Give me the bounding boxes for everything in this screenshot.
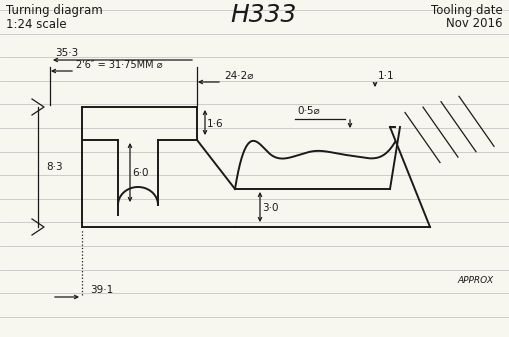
Text: 35·3: 35·3	[55, 48, 78, 58]
Text: 24·2⌀: 24·2⌀	[224, 71, 253, 81]
Text: 0·5⌀: 0·5⌀	[297, 106, 320, 116]
Text: Turning diagram: Turning diagram	[6, 4, 103, 17]
Text: APPROX: APPROX	[458, 276, 494, 285]
Text: H333: H333	[231, 3, 297, 27]
Text: Nov 2016: Nov 2016	[446, 17, 503, 30]
Text: 1:24 scale: 1:24 scale	[6, 18, 67, 31]
Text: 39·1: 39·1	[90, 285, 113, 295]
Text: 3·0: 3·0	[262, 203, 278, 213]
Text: 1·1: 1·1	[378, 71, 394, 81]
Text: 6·0: 6·0	[132, 168, 149, 178]
Text: 2'6″ = 31·75MM ⌀: 2'6″ = 31·75MM ⌀	[76, 60, 162, 70]
Text: Tooling date: Tooling date	[431, 4, 503, 17]
Text: 8·3: 8·3	[46, 162, 63, 172]
Text: 1·6: 1·6	[207, 119, 223, 129]
